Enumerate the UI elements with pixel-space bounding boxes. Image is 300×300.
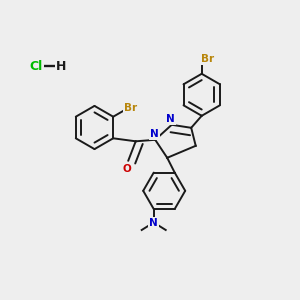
Text: N: N — [167, 114, 175, 124]
Text: N: N — [150, 129, 159, 140]
Text: N: N — [149, 218, 158, 228]
Text: O: O — [122, 164, 131, 174]
Text: H: H — [56, 59, 67, 73]
Text: Br: Br — [124, 103, 137, 113]
Text: Cl: Cl — [29, 59, 43, 73]
Text: Br: Br — [200, 54, 214, 64]
